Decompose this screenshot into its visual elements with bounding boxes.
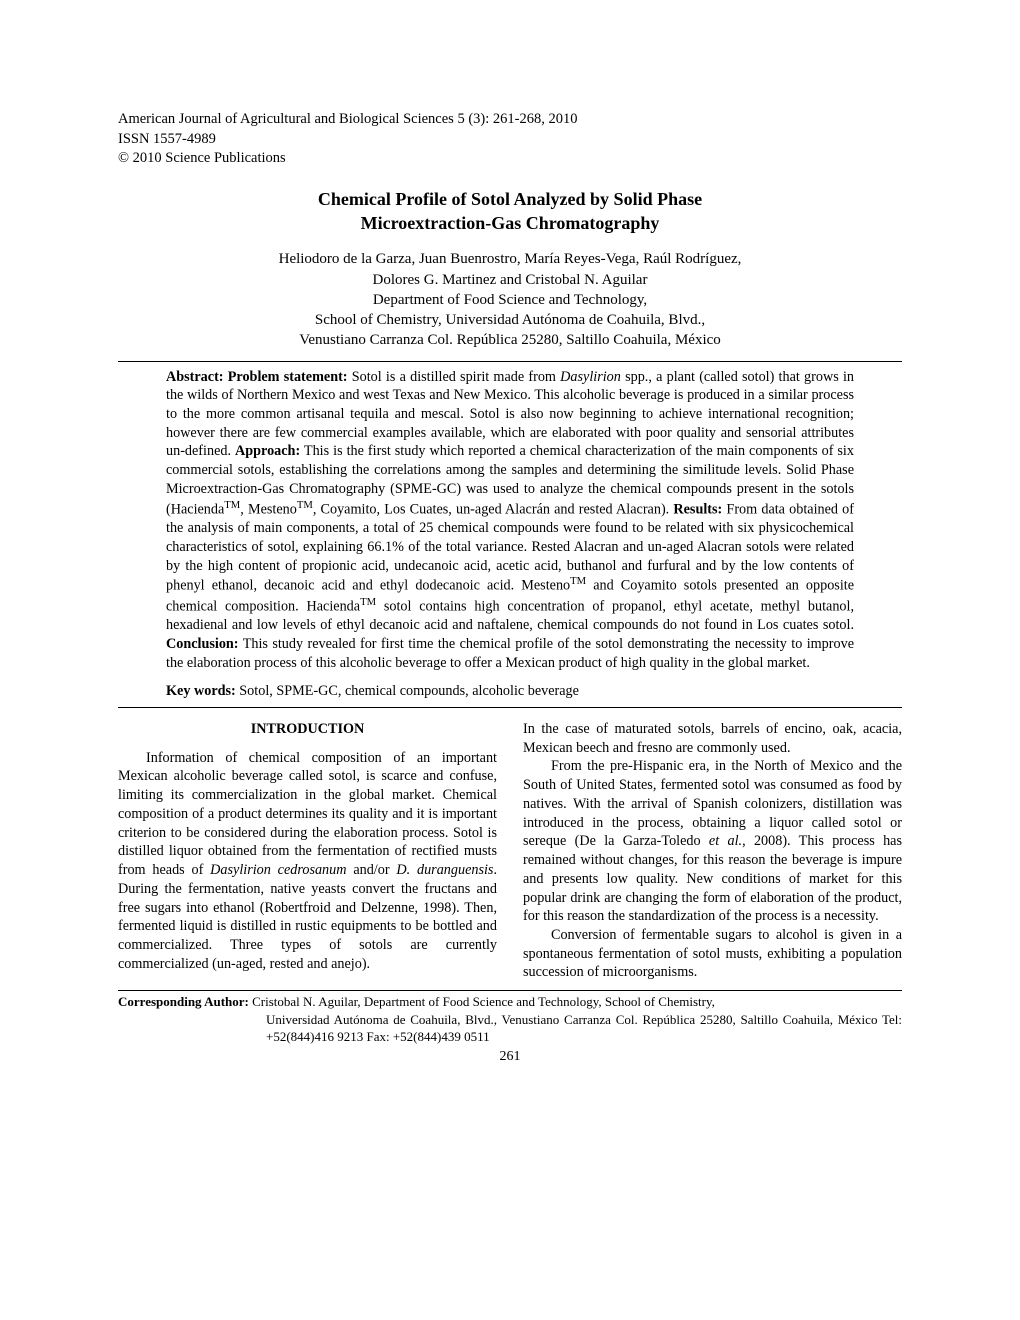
journal-line: American Journal of Agricultural and Bio… xyxy=(118,110,902,130)
body-text: Information of chemical composition of a… xyxy=(118,750,497,878)
abstract-text: , Mesteno xyxy=(240,501,297,517)
abstract-text: This study revealed for first time the c… xyxy=(166,636,854,671)
trademark-sup: TM xyxy=(297,500,313,511)
right-column: In the case of maturated sotols, barrels… xyxy=(523,720,902,982)
species-italic: Dasylirion cedrosanum xyxy=(210,862,346,878)
affiliation-line: School of Chemistry, Universidad Autónom… xyxy=(158,310,862,330)
introduction-heading: INTRODUCTION xyxy=(118,720,497,739)
conclusion-label: Conclusion: xyxy=(166,636,239,652)
body-paragraph: In the case of maturated sotols, barrels… xyxy=(523,720,902,757)
keywords-text: Sotol, SPME-GC, chemical compounds, alco… xyxy=(236,683,579,699)
footer-divider xyxy=(118,990,902,991)
results-label: Results: xyxy=(673,501,722,517)
body-text: and/or xyxy=(347,862,397,878)
corresponding-author: Corresponding Author: Cristobal N. Aguil… xyxy=(118,993,902,1046)
authors-affiliation: Heliodoro de la Garza, Juan Buenrostro, … xyxy=(158,249,862,350)
authors-line: Dolores G. Martinez and Cristobal N. Agu… xyxy=(158,270,862,290)
page: American Journal of Agricultural and Bio… xyxy=(0,0,1020,1320)
body-text: . During the fermentation, native yeasts… xyxy=(118,862,497,972)
abstract-text: , Coyamito, Los Cuates, un-aged Alacrán … xyxy=(313,501,674,517)
page-number: 261 xyxy=(118,1048,902,1066)
title-line-1: Chemical Profile of Sotol Analyzed by So… xyxy=(178,187,842,211)
journal-header: American Journal of Agricultural and Bio… xyxy=(118,110,902,169)
species-italic: D. duranguensis xyxy=(396,862,493,878)
divider xyxy=(118,361,902,362)
divider xyxy=(118,707,902,708)
trademark-sup: TM xyxy=(570,576,586,587)
article-title: Chemical Profile of Sotol Analyzed by So… xyxy=(178,187,842,236)
trademark-sup: TM xyxy=(360,597,376,608)
problem-label: Problem statement: xyxy=(228,369,348,385)
left-column: INTRODUCTION Information of chemical com… xyxy=(118,720,497,982)
journal-copyright: © 2010 Science Publications xyxy=(118,149,902,169)
authors-line: Heliodoro de la Garza, Juan Buenrostro, … xyxy=(158,249,862,269)
affiliation-line: Department of Food Science and Technolog… xyxy=(158,290,862,310)
trademark-sup: TM xyxy=(224,500,240,511)
genus-italic: Dasylirion xyxy=(560,369,621,385)
title-line-2: Microextraction-Gas Chromatography xyxy=(178,211,842,235)
corresponding-label: Corresponding Author: xyxy=(118,994,249,1009)
body-paragraph: From the pre-Hispanic era, in the North … xyxy=(523,757,902,926)
etal-italic: et al. xyxy=(709,833,742,849)
abstract-text: Sotol is a distilled spirit made from xyxy=(348,369,561,385)
body-columns: INTRODUCTION Information of chemical com… xyxy=(118,720,902,982)
body-paragraph: Conversion of fermentable sugars to alco… xyxy=(523,926,902,982)
body-paragraph: Information of chemical composition of a… xyxy=(118,749,497,974)
journal-issn: ISSN 1557-4989 xyxy=(118,130,902,150)
corresponding-cont: Universidad Autónoma de Coahuila, Blvd.,… xyxy=(266,1011,902,1046)
keywords-label: Key words: xyxy=(166,683,236,699)
abstract-label: Abstract: xyxy=(166,369,224,385)
abstract: Abstract: Problem statement: Sotol is a … xyxy=(166,368,854,673)
corresponding-text: Cristobal N. Aguilar, Department of Food… xyxy=(249,994,715,1009)
approach-label: Approach: xyxy=(235,443,300,459)
keywords: Key words: Sotol, SPME-GC, chemical comp… xyxy=(166,682,854,700)
affiliation-line: Venustiano Carranza Col. República 25280… xyxy=(158,330,862,350)
